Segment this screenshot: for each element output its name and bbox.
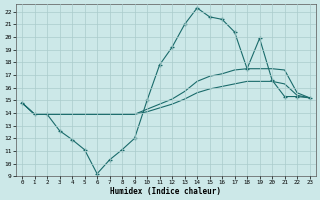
X-axis label: Humidex (Indice chaleur): Humidex (Indice chaleur) [110, 187, 221, 196]
